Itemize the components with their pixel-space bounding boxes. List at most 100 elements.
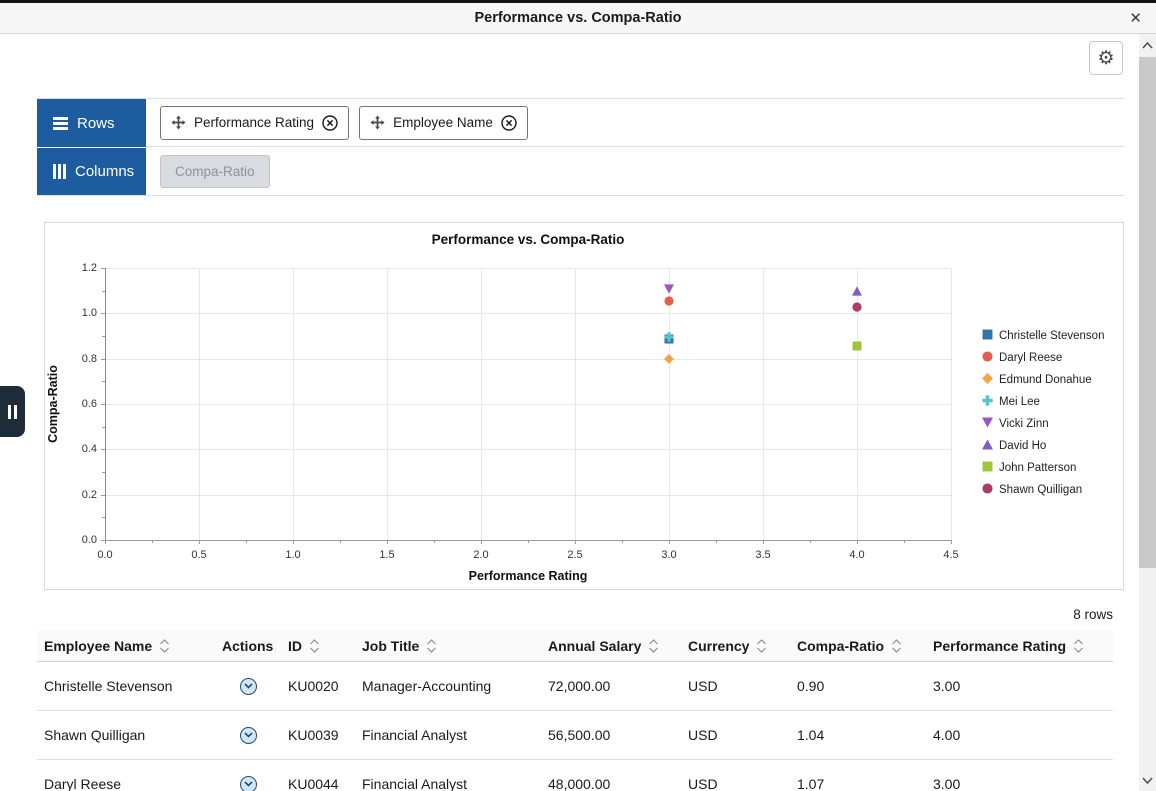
- cell-actions: [215, 726, 281, 744]
- scrollbar-thumb[interactable]: [1139, 57, 1156, 568]
- related-actions-button[interactable]: [239, 726, 257, 744]
- legend-item: Vicki Zinn: [982, 417, 1104, 431]
- gridline-h: [105, 268, 951, 269]
- legend-label: Daryl Reese: [999, 351, 1063, 364]
- cell-actions: [215, 775, 281, 791]
- x-tick-label: 4.0: [849, 549, 865, 561]
- options-gear-button[interactable]: ⚙: [1089, 41, 1123, 75]
- columns-button-label: Columns: [75, 163, 135, 180]
- table-row: Shawn Quilligan KU0039 Financial Analyst 56…: [37, 711, 1113, 760]
- cell-currency: USD: [688, 776, 718, 791]
- columns-band: Columns Compa-Ratio: [37, 147, 1125, 196]
- cell-id: KU0039: [288, 727, 339, 743]
- side-panel-expand-handle[interactable]: [0, 386, 25, 437]
- x-tick-label: 4.5: [943, 549, 959, 561]
- column-header-label: Performance Rating: [933, 637, 1067, 654]
- x-tick-label: 2.5: [567, 549, 583, 561]
- cell-job-title: Financial Analyst: [362, 727, 468, 743]
- column-header-id[interactable]: ID: [281, 638, 355, 654]
- cell-compa-ratio: 1.07: [797, 776, 825, 791]
- gridline-v: [951, 268, 952, 540]
- cell-annual-salary: 72,000.00: [548, 678, 611, 694]
- data-point-mei-lee[interactable]: [664, 329, 674, 347]
- column-chips-area: Compa-Ratio: [146, 147, 1125, 195]
- column-header-compa-ratio[interactable]: Compa-Ratio: [790, 638, 926, 654]
- chevron-down-icon: [243, 683, 253, 689]
- cell-compa-ratio: 0.90: [797, 678, 825, 694]
- pause-bars-icon: [8, 404, 11, 419]
- cell-performance-rating: 3.00: [933, 776, 961, 791]
- y-tick-label: 1.2: [81, 262, 97, 274]
- column-header-label: Currency: [688, 637, 750, 654]
- column-header-currency[interactable]: Currency: [681, 638, 790, 654]
- column-header-annual-salary[interactable]: Annual Salary: [541, 638, 681, 654]
- legend-label: Shawn Quilligan: [999, 483, 1083, 496]
- legend-marker-icon: [982, 329, 993, 343]
- data-point-daryl-reese[interactable]: [664, 293, 674, 311]
- column-header-label: Annual Salary: [548, 637, 642, 654]
- x-axis-label: Performance Rating: [468, 569, 588, 583]
- column-header-label: Actions: [222, 637, 274, 654]
- data-point-vicki-zinn[interactable]: [664, 281, 674, 299]
- cell-employee-name: Christelle Stevenson: [44, 678, 173, 694]
- column-header-label: Compa-Ratio: [797, 637, 885, 654]
- y-tick-label: 0.2: [81, 488, 97, 501]
- column-header-label: ID: [288, 637, 302, 654]
- sort-icon: [891, 638, 902, 653]
- column-header-job-title[interactable]: Job Title: [355, 638, 541, 654]
- rows-button[interactable]: Rows: [37, 99, 146, 147]
- remove-chip-icon[interactable]: [501, 114, 517, 131]
- scroll-down-arrow-icon[interactable]: [1139, 772, 1156, 788]
- data-point-david-ho[interactable]: [852, 283, 862, 301]
- cell-annual-salary: 56,500.00: [548, 727, 611, 743]
- x-tick-label: 1.5: [379, 549, 395, 561]
- move-icon: [171, 115, 186, 130]
- row-chip-0[interactable]: Performance Rating: [160, 105, 350, 140]
- data-point-john-patterson[interactable]: [852, 338, 862, 356]
- chevron-down-icon: [243, 732, 253, 738]
- legend-item: Shawn Quilligan: [982, 483, 1104, 497]
- cell-compa-ratio: 1.04: [797, 727, 825, 743]
- legend-label: Mei Lee: [999, 395, 1040, 408]
- columns-button[interactable]: Columns: [37, 148, 146, 195]
- remove-chip-icon[interactable]: [322, 114, 338, 131]
- y-tick-label: 0.8: [81, 352, 97, 365]
- cell-id: KU0044: [288, 776, 339, 791]
- legend-label: Christelle Stevenson: [999, 329, 1105, 342]
- gridline-h: [105, 449, 951, 451]
- column-header-employee-name[interactable]: Employee Name: [37, 638, 215, 654]
- x-tick-label: 3.0: [661, 549, 677, 561]
- cell-employee-name: Shawn Quilligan: [44, 727, 146, 743]
- scatter-chart: Performance vs. Compa-Ratio Compa-Ratio …: [44, 222, 1124, 590]
- cell-id: KU0020: [288, 678, 339, 694]
- related-actions-button[interactable]: [239, 775, 257, 791]
- gridline-h: [105, 358, 951, 360]
- close-icon[interactable]: ✕: [1129, 10, 1142, 27]
- row-chips-area: Performance Rating Employee Name: [146, 99, 1125, 146]
- related-actions-button[interactable]: [239, 677, 257, 695]
- cell-employee-name: Daryl Reese: [44, 776, 122, 791]
- cell-job-title: Manager-Accounting: [362, 678, 492, 694]
- x-tick-label: 0.0: [97, 549, 113, 561]
- legend-item: Christelle Stevenson: [982, 329, 1104, 343]
- vertical-scrollbar[interactable]: [1139, 34, 1156, 791]
- gridline-h: [105, 404, 951, 405]
- legend-item: Daryl Reese: [982, 351, 1104, 365]
- table-row: Daryl Reese KU0044 Financial Analyst 48,000…: [37, 760, 1113, 791]
- scroll-up-arrow-icon[interactable]: [1139, 37, 1156, 53]
- data-point-shawn-quilligan[interactable]: [852, 299, 862, 317]
- y-tick-label: 0.0: [81, 534, 97, 546]
- legend-marker-icon: [982, 395, 993, 409]
- row-chip-1[interactable]: Employee Name: [359, 105, 528, 140]
- cell-performance-rating: 3.00: [933, 678, 961, 694]
- chip-label: Performance Rating: [194, 115, 315, 130]
- columns-icon: [53, 164, 66, 179]
- data-point-edmund-donahue[interactable]: [664, 351, 674, 369]
- rows-icon: [53, 116, 68, 130]
- move-icon: [370, 115, 385, 130]
- column-header-performance-rating[interactable]: Performance Rating: [926, 638, 1113, 654]
- row-count-label: 8 rows: [1073, 607, 1113, 622]
- legend-marker-icon: [982, 373, 993, 387]
- legend-label: Vicki Zinn: [999, 417, 1049, 430]
- cell-annual-salary: 48,000.00: [548, 776, 611, 791]
